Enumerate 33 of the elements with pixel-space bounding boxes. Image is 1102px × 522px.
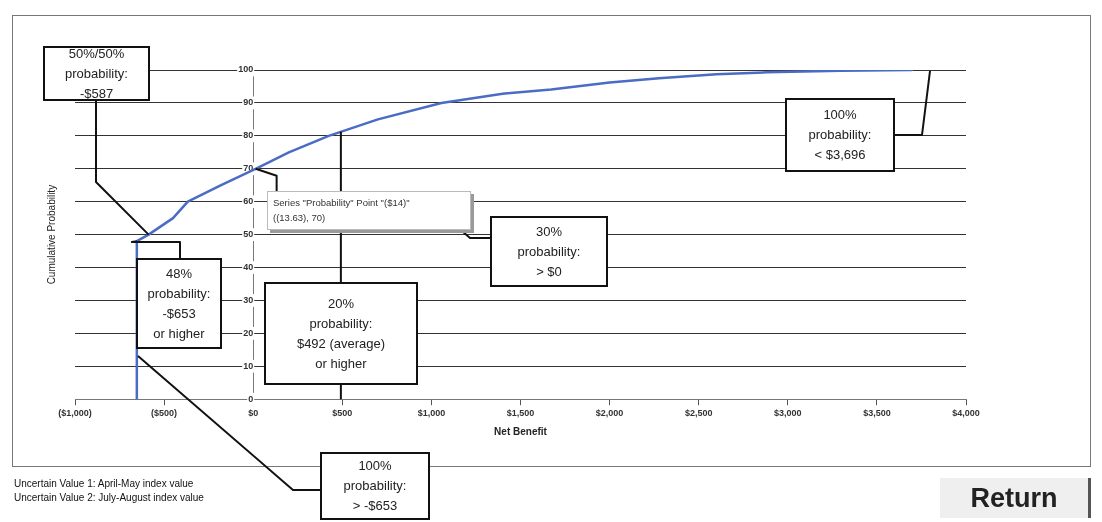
x-tick-label: $2,000: [595, 408, 624, 419]
x-tick-label: $4,000: [952, 408, 980, 419]
y-tick-label: 10: [243, 360, 254, 371]
callout-box: 100% probability: < $3,696: [785, 98, 895, 172]
x-tick-label: ($500): [151, 408, 178, 419]
y-tick-label: 30: [243, 294, 254, 305]
x-tick-label: ($1,000): [58, 408, 92, 419]
x-tick-label: $500: [332, 408, 353, 419]
x-tick-label: $3,500: [863, 408, 891, 419]
x-tick-label: $1,000: [417, 408, 446, 419]
callout-box: 30% probability: > $0: [490, 216, 608, 287]
x-tick-label: $3,000: [774, 408, 802, 419]
x-tick-label: $1,500: [506, 408, 535, 419]
return-button[interactable]: Return: [940, 478, 1091, 518]
x-axis-title: Net Benefit: [494, 425, 548, 437]
callout-box: 50%/50% probability: -$587: [43, 46, 150, 101]
y-tick-label: 0: [248, 393, 254, 404]
y-axis-title: Cumulative Probability: [45, 184, 57, 285]
y-tick-label: 20: [243, 327, 254, 338]
y-tick-label: 40: [243, 262, 254, 272]
text: Uncertain Value 2: July-August index value: [14, 492, 204, 503]
y-tick-label: 100: [238, 64, 254, 75]
y-tick-label: 80: [243, 130, 254, 141]
x-tick-label: $0: [248, 408, 259, 419]
callout-box: 100% probability: > -$653: [320, 452, 430, 520]
y-tick-label: 60: [243, 196, 254, 207]
y-tick-label: 50: [243, 229, 254, 240]
callout-box: 48% probability: -$653 or higher: [136, 258, 222, 349]
callout-box: 20% probability: $492 (average) or higher: [264, 282, 418, 385]
y-tick-label: 90: [243, 97, 254, 108]
text: Uncertain Value 1: April-May index value: [14, 478, 194, 489]
tooltip-box: Series "Probability" Point "($14)" ((13.63), 70): [267, 191, 471, 230]
x-tick-label: $2,500: [684, 408, 713, 419]
